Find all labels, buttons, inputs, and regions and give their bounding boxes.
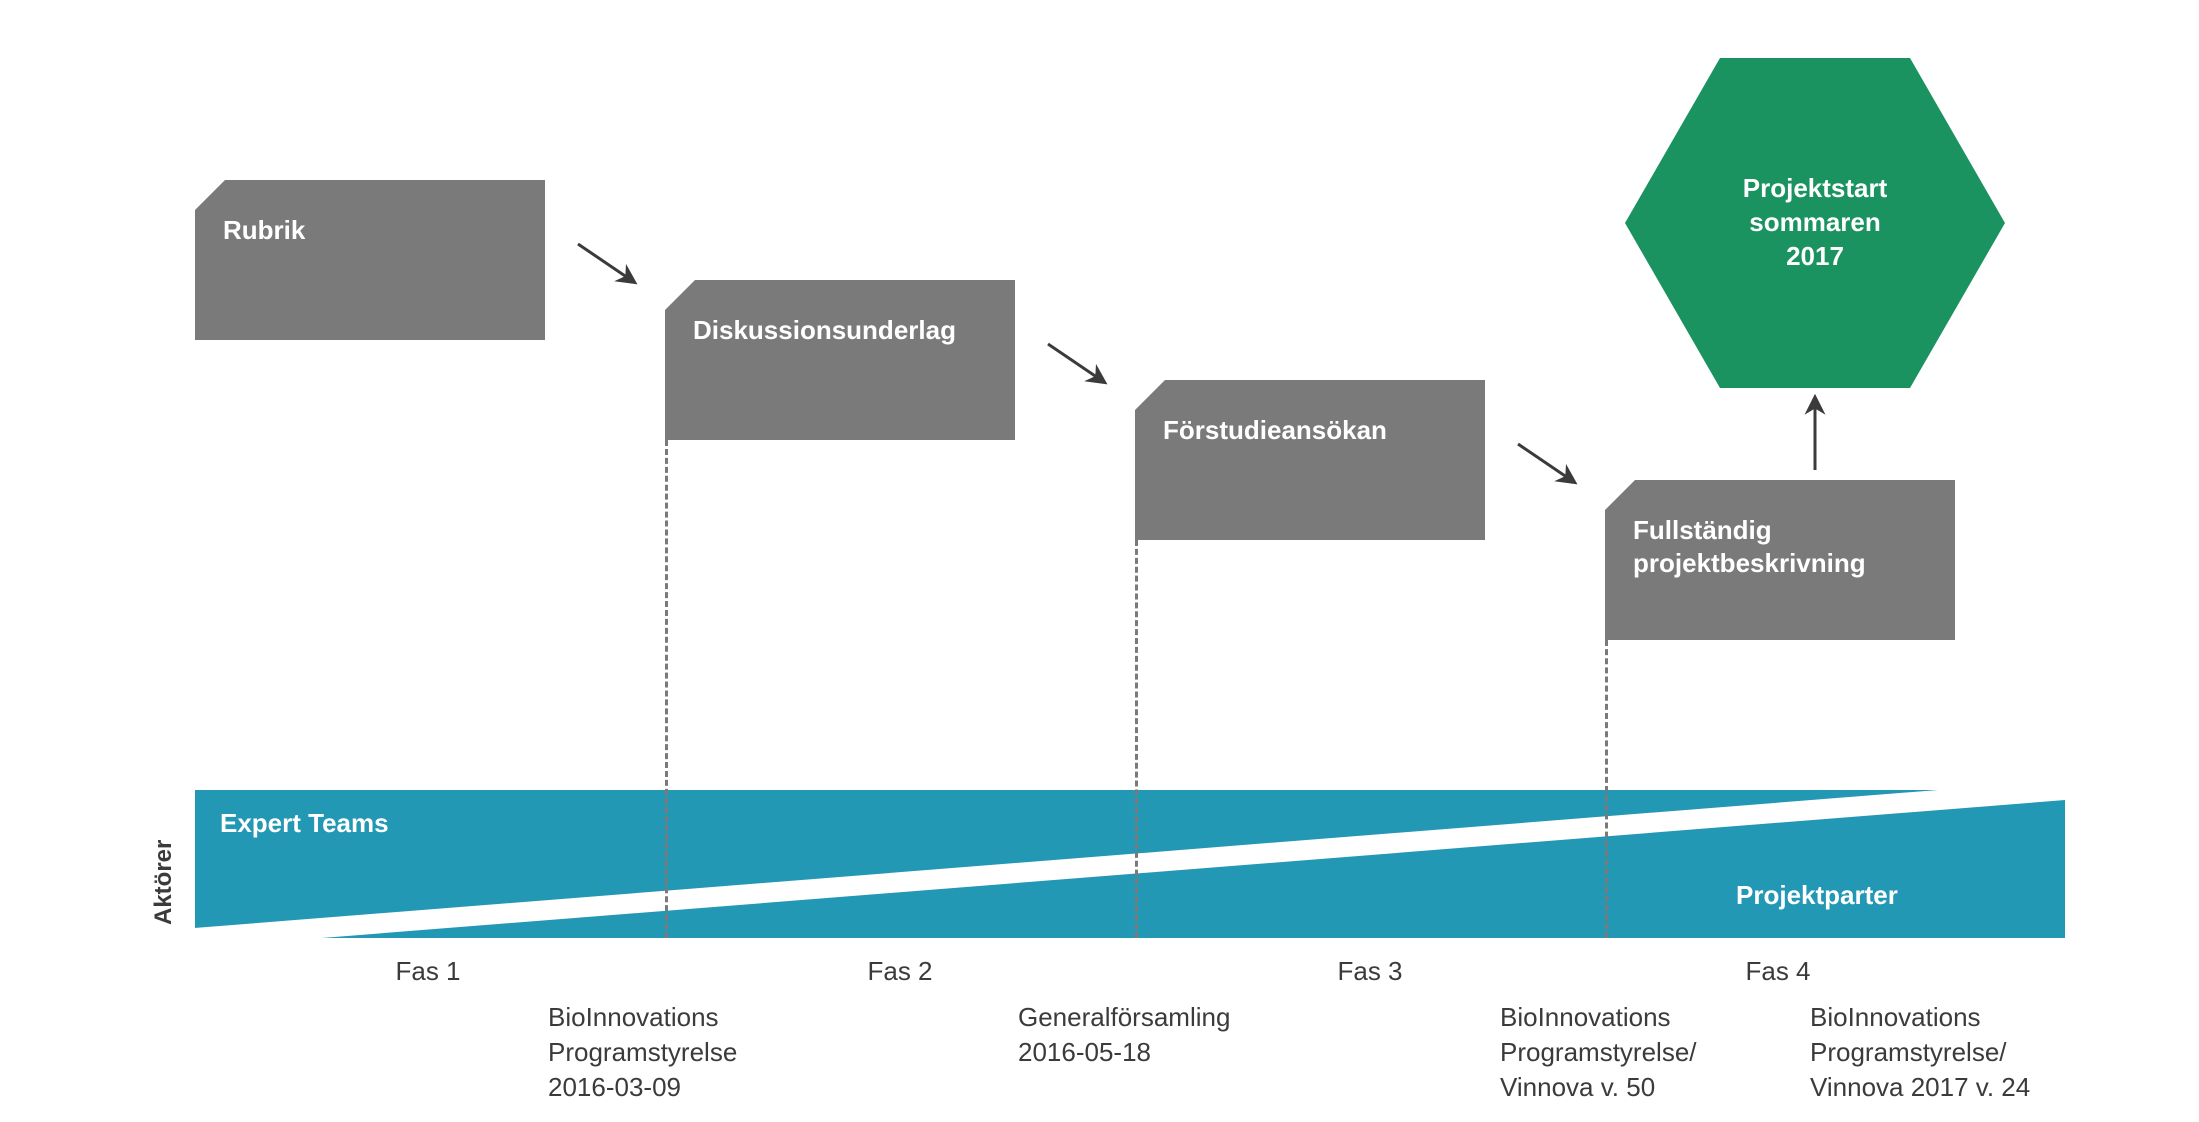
box-label-fullst: Fullständig projektbeskrivning: [1633, 515, 1866, 578]
process-diagram: Expert Teams Projektparter Aktörer Rubrik Di…: [0, 0, 2199, 1122]
box-label-rubrik: Rubrik: [223, 215, 305, 245]
arrow-a1: [566, 232, 646, 294]
box-label-forstud: Förstudieansökan: [1163, 415, 1387, 445]
phase-label-4: Fas 4: [1745, 954, 1810, 989]
milestone-label-4: BioInnovations Programstyrelse/ Vinnova …: [1810, 1000, 2030, 1105]
band-label-top: Expert Teams: [220, 808, 389, 839]
box-forstud: Förstudieansökan: [1135, 380, 1485, 540]
phase-label-2: Fas 2: [867, 954, 932, 989]
box-diskuss: Diskussionsunderlag: [665, 280, 1015, 440]
arrow-a2: [1036, 332, 1116, 394]
box-rubrik: Rubrik: [195, 180, 545, 340]
hexagon-label: Projektstart sommaren 2017: [1743, 172, 1888, 273]
aktorer-label: Aktörer: [150, 840, 178, 925]
band-label-bottom: Projektparter: [1736, 880, 1898, 911]
milestone-label-2: Generalförsamling 2016-05-18: [1018, 1000, 1230, 1070]
hexagon-projektstart: Projektstart sommaren 2017: [1625, 58, 2005, 388]
box-fullst: Fullständig projektbeskrivning: [1605, 480, 1955, 640]
dashed-line-3: [1605, 640, 1608, 938]
phase-label-3: Fas 3: [1337, 954, 1402, 989]
dashed-line-2: [1135, 540, 1138, 938]
box-label-diskuss: Diskussionsunderlag: [693, 315, 956, 345]
phase-label-1: Fas 1: [395, 954, 460, 989]
arrow-up: [1803, 386, 1827, 482]
milestone-label-3: BioInnovations Programstyrelse/ Vinnova …: [1500, 1000, 1697, 1105]
arrow-a3: [1506, 432, 1586, 494]
dashed-line-1: [665, 440, 668, 938]
milestone-label-1: BioInnovations Programstyrelse 2016-03-0…: [548, 1000, 737, 1105]
